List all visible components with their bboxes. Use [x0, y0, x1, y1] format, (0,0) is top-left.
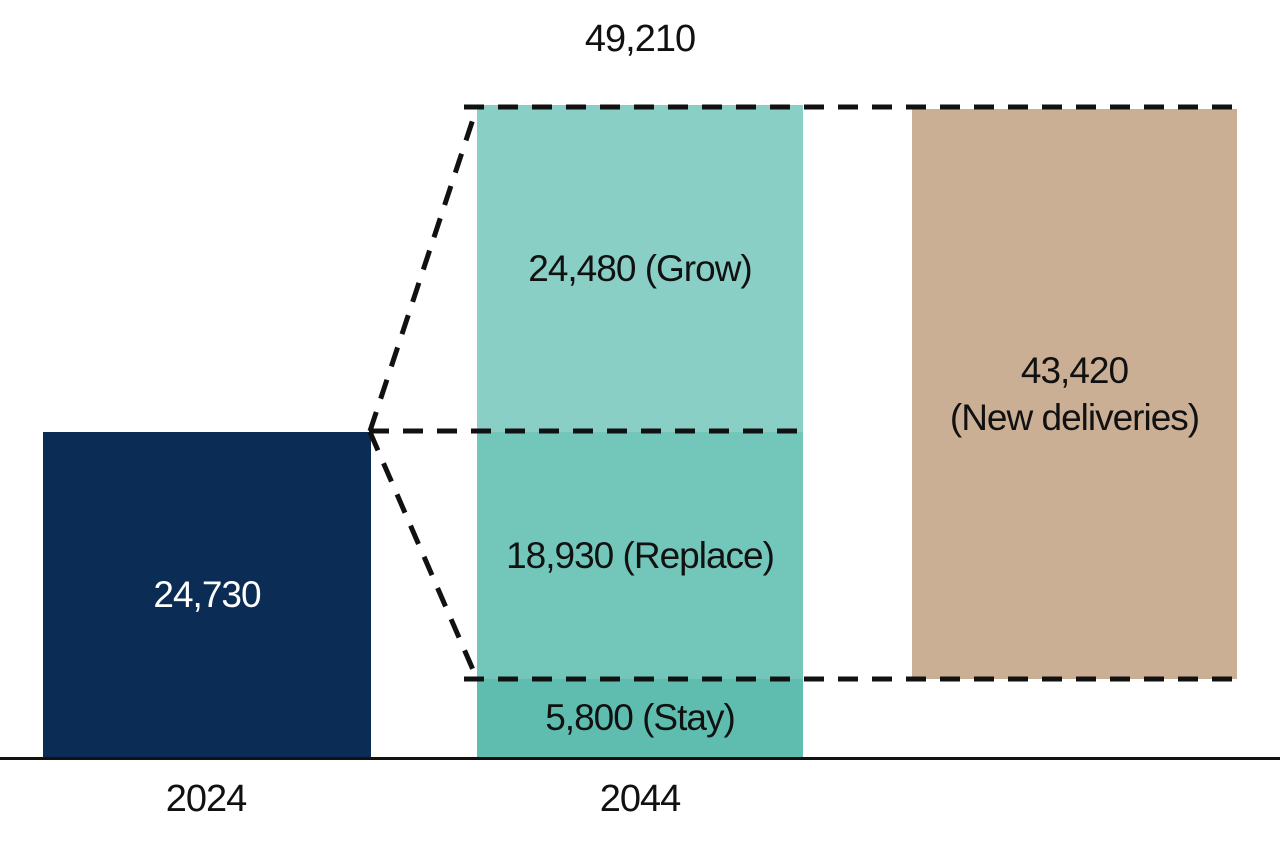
segment-stay: 5,800 (Stay): [477, 679, 803, 757]
dashed-diagonal-up: [367, 106, 480, 432]
x-axis-label-2044: 2044: [599, 778, 682, 820]
segment-stay-label: 5,800 (Stay): [545, 697, 736, 739]
new-deliveries-name: (New deliveries): [949, 397, 1200, 438]
x-axis-line: [0, 757, 1280, 760]
segment-replace-label: 18,930 (Replace): [506, 534, 775, 576]
bar-new-deliveries-label: 43,420 (New deliveries): [949, 347, 1200, 442]
bar-new-deliveries: 43,420 (New deliveries): [912, 109, 1237, 679]
total-label-2044: 49,210: [584, 18, 696, 60]
segment-grow: 24,480 (Grow): [477, 105, 803, 432]
bar-2024-value-label: 24,730: [153, 573, 261, 615]
segment-replace: 18,930 (Replace): [477, 432, 803, 679]
x-axis-label-2024: 2024: [165, 778, 248, 820]
dashed-diagonal-down: [367, 431, 480, 680]
bar-2024: 24,730: [43, 432, 371, 757]
bar-2044-stack: 24,480 (Grow) 18,930 (Replace) 5,800 (St…: [477, 105, 803, 757]
segment-grow-label: 24,480 (Grow): [528, 247, 752, 289]
new-deliveries-value: 43,420: [1020, 349, 1129, 391]
